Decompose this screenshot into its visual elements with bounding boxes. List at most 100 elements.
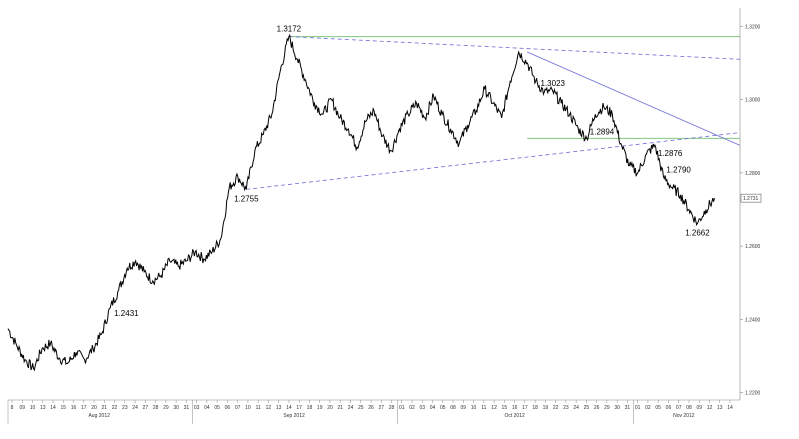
x-tick-label: 13	[40, 405, 46, 411]
x-tick-label: 22	[553, 405, 559, 411]
x-tick-label: 05	[655, 405, 661, 411]
x-tick-label: 17	[81, 405, 87, 411]
trendlines	[246, 36, 741, 190]
price-series	[7, 33, 715, 372]
x-tick-label: 23	[563, 405, 569, 411]
x-tick-label: 25	[358, 405, 364, 411]
y-axis: 1.2200 1.2400 1.2600 1.2800 1.3000 1.3200	[739, 8, 761, 400]
x-tick-label: 17	[522, 405, 528, 411]
x-tick-label: 15	[502, 405, 508, 411]
month-label: Nov 2012	[673, 413, 695, 419]
x-tick-label: 31	[184, 405, 190, 411]
x-tick-label: 09	[19, 405, 25, 411]
x-tick-label: 19	[543, 405, 549, 411]
x-tick-label: 30	[173, 405, 179, 411]
x-tick-label: 12	[491, 405, 497, 411]
last-price-box	[740, 193, 762, 203]
x-tick-label: 12	[707, 405, 713, 411]
x-tick-label: 31	[625, 405, 631, 411]
x-tick-label: 20	[91, 405, 97, 411]
y-tick-label: 1.2400	[745, 317, 761, 323]
x-tick-label: 07	[676, 405, 682, 411]
trendline	[288, 36, 741, 60]
x-tick-label: 8	[11, 405, 14, 411]
x-tick-label: 29	[604, 405, 610, 411]
x-tick-label: 24	[132, 405, 138, 411]
x-tick-label: 18	[307, 405, 313, 411]
x-tick-label: 04	[204, 405, 210, 411]
price-annotation: 1.2876	[658, 149, 683, 158]
x-tick-label: 09	[696, 405, 702, 411]
x-tick-label: 09	[461, 405, 467, 411]
horizontal-levels	[288, 36, 740, 139]
price-annotation: 1.3023	[541, 79, 566, 88]
x-tick-label: 14	[286, 405, 292, 411]
x-tick-label: 27	[378, 405, 384, 411]
x-tick-label: 05	[214, 405, 220, 411]
price-annotation: 1.2755	[234, 194, 259, 203]
month-label: Sep 2012	[283, 413, 305, 419]
x-tick-label: 17	[296, 405, 302, 411]
x-tick-label: 18	[532, 405, 538, 411]
trendline	[246, 132, 741, 190]
x-tick-label: 28	[153, 405, 159, 411]
x-tick-label: 29	[163, 405, 169, 411]
x-tick-label: 28	[389, 405, 395, 411]
y-tick-label: 1.3200	[745, 24, 761, 30]
x-tick-label: 13	[276, 405, 282, 411]
x-tick-label: 05	[440, 405, 446, 411]
x-tick-label: 24	[573, 405, 579, 411]
x-tick-label: 08	[686, 405, 692, 411]
x-tick-label: 26	[368, 405, 374, 411]
price-annotations: 1.2431 1.2755 1.3172 1.3023 1.2894 1.2876 1.27…	[114, 25, 710, 318]
price-annotation: 1.2894	[590, 127, 615, 136]
x-tick-label: 03	[194, 405, 200, 411]
trendline	[527, 51, 741, 146]
y-tick-label: 1.2200	[745, 391, 761, 397]
month-label: Aug 2012	[88, 413, 110, 419]
x-axis: 8 09 10 13 14 15 16 17 20 21 22 23 24 27 28 29 30 31 03 04 0…	[7, 399, 740, 424]
last-price-marker: 1.2731	[740, 193, 762, 203]
x-tick-label: 14	[50, 405, 56, 411]
x-tick-label: 12	[266, 405, 272, 411]
x-tick-label: 13	[717, 405, 723, 411]
x-tick-label: 02	[645, 405, 651, 411]
x-tick-label: 11	[481, 405, 486, 411]
x-tick-label: 06	[666, 405, 672, 411]
x-tick-label: 10	[471, 405, 477, 411]
x-tick-label: 11	[256, 405, 261, 411]
x-tick-label: 21	[337, 405, 343, 411]
price-annotation: 1.2431	[114, 309, 139, 318]
y-tick-label: 1.3000	[745, 98, 761, 104]
x-tick-label: 07	[235, 405, 241, 411]
x-tick-label: 25	[584, 405, 590, 411]
x-tick-label: 24	[348, 405, 354, 411]
x-tick-label: 23	[122, 405, 128, 411]
x-tick-label: 06	[225, 405, 231, 411]
last-price-label: 1.2731	[743, 196, 759, 202]
x-tick-label: 01	[399, 405, 405, 411]
x-tick-label: 21	[102, 405, 108, 411]
price-annotation: 1.2662	[685, 228, 710, 237]
x-tick-label: 10	[30, 405, 36, 411]
price-line	[7, 33, 715, 372]
y-tick-label: 1.2800	[745, 171, 761, 177]
x-tick-label: 03	[420, 405, 426, 411]
x-tick-label: 01	[635, 405, 641, 411]
x-tick-label: 30	[614, 405, 620, 411]
x-tick-label: 04	[430, 405, 436, 411]
x-tick-label: 20	[327, 405, 333, 411]
y-tick-label: 1.2600	[745, 244, 761, 250]
x-tick-label: 02	[409, 405, 415, 411]
month-label: Oct 2012	[504, 413, 525, 419]
x-tick-label: 27	[143, 405, 149, 411]
x-tick-label: 15	[61, 405, 67, 411]
price-annotation: 1.2790	[666, 166, 691, 175]
x-tick-label: 19	[317, 405, 323, 411]
price-annotation: 1.3172	[277, 25, 302, 34]
x-tick-label: 10	[245, 405, 251, 411]
x-tick-label: 26	[594, 405, 600, 411]
x-tick-label: 16	[71, 405, 77, 411]
